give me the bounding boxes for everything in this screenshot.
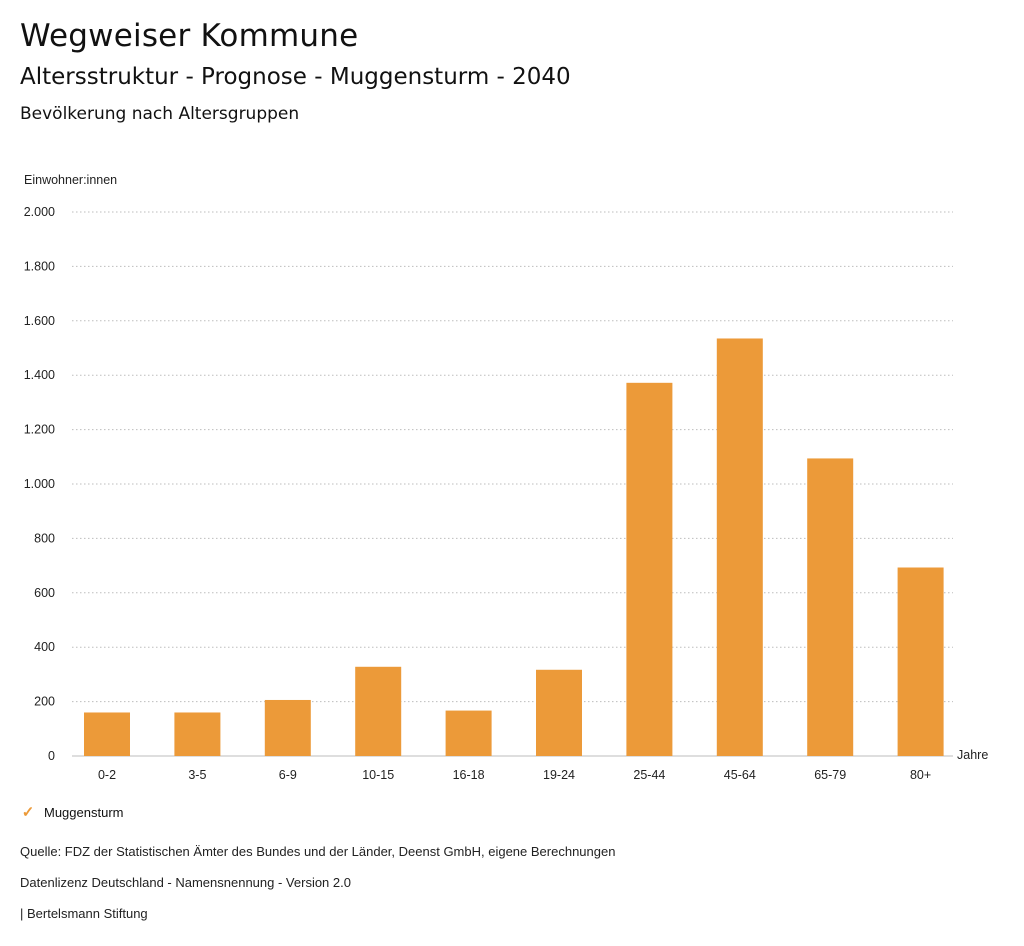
bar-16-18[interactable] — [445, 710, 492, 756]
bar-3-5[interactable] — [174, 712, 221, 756]
y-tick-label: 1.800 — [24, 259, 55, 273]
bar-45-64[interactable] — [716, 338, 763, 756]
y-tick-label: 2.000 — [24, 205, 55, 219]
bar-6-9[interactable] — [264, 699, 311, 756]
bars — [84, 338, 944, 756]
y-tick-label: 1.000 — [24, 477, 55, 491]
bar-19-24[interactable] — [536, 669, 582, 756]
bar-80+[interactable] — [897, 567, 944, 756]
bar-25-44[interactable] — [626, 382, 673, 756]
grid-lines — [72, 211, 953, 757]
x-tick-label: 45-64 — [724, 768, 756, 782]
y-tick-label: 0 — [48, 749, 55, 763]
y-axis-ticks: 0 200 400 600 800 1.000 1.200 1.400 1.600 1.800 2.… — [24, 205, 55, 763]
x-tick-label: 6-9 — [279, 768, 297, 782]
x-tick-label: 10-15 — [362, 768, 394, 782]
y-tick-label: 1.200 — [24, 423, 55, 437]
bar-0-2[interactable] — [84, 712, 130, 756]
x-axis-ticks: 0-2 3-5 6-9 10-15 16-18 19-24 25-44 45-64 65-79 8… — [98, 768, 931, 782]
chart-subtitle: Altersstruktur - Prognose - Muggensturm … — [20, 64, 571, 90]
legend-item-muggensturm[interactable]: ✓ Muggensturm — [20, 803, 124, 821]
bar-10-15[interactable] — [355, 666, 402, 756]
y-axis-label: Einwohner:innen — [24, 173, 117, 187]
app-title: Wegweiser Kommune — [20, 18, 359, 54]
x-tick-label: 19-24 — [543, 768, 575, 782]
legend-label: Muggensturm — [44, 804, 124, 820]
license-note: Datenlizenz Deutschland - Namensnennung … — [20, 875, 351, 890]
source-note: Quelle: FDZ der Statistischen Ämter des … — [20, 844, 616, 859]
x-axis-label: Jahre — [957, 748, 988, 762]
x-tick-label: 16-18 — [453, 768, 485, 782]
y-tick-label: 1.400 — [24, 368, 55, 382]
x-tick-label: 25-44 — [633, 768, 665, 782]
publisher-note: | Bertelsmann Stiftung — [20, 906, 148, 921]
bar-65-79[interactable] — [807, 458, 854, 756]
x-tick-label: 0-2 — [98, 768, 116, 782]
y-tick-label: 800 — [34, 531, 55, 545]
y-tick-label: 200 — [34, 695, 55, 709]
chart-title: Bevölkerung nach Altersgruppen — [20, 104, 300, 124]
y-tick-label: 400 — [34, 640, 55, 654]
y-tick-label: 600 — [34, 586, 55, 600]
x-tick-label: 3-5 — [188, 768, 206, 782]
y-tick-label: 1.600 — [24, 314, 55, 328]
bar-chart: Einwohner:innen 0 200 400 600 800 1.000 1.200 1… — [24, 173, 989, 782]
checkmark-icon: ✓ — [21, 804, 35, 821]
x-tick-label: 80+ — [910, 768, 931, 782]
x-tick-label: 65-79 — [814, 768, 846, 782]
